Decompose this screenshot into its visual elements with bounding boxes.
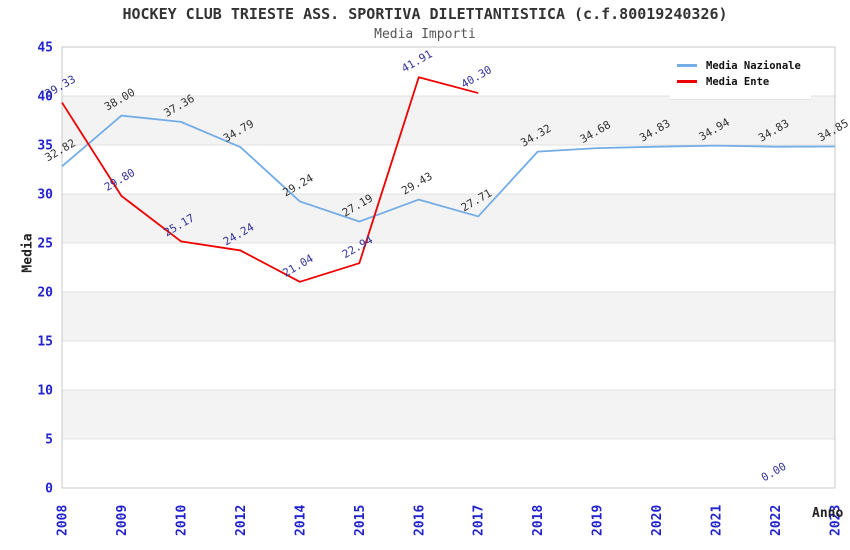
chart-title: HOCKEY CLUB TRIESTE ASS. SPORTIVA DILETT… [122, 5, 728, 23]
x-tick-label: 2014 [293, 505, 308, 536]
legend-label-nazionale: Media Nazionale [706, 59, 801, 72]
data-point-label: 40.30 [459, 63, 494, 91]
x-tick-label: 2022 [769, 505, 784, 536]
band [62, 96, 835, 145]
legend: Media Nazionale Media Ente [670, 48, 811, 99]
x-tick-label: 2019 [591, 505, 606, 536]
band [62, 390, 835, 439]
chart-subtitle: Media Importi [374, 27, 476, 42]
data-point-label: 41.91 [399, 47, 434, 75]
y-tick-label: 10 [37, 384, 53, 399]
x-tick-label: 2012 [234, 505, 249, 536]
data-point-label: 29.43 [399, 170, 434, 198]
legend-item-media-ente: Media Ente [670, 76, 811, 88]
line-sample-ente-icon [677, 80, 697, 83]
band [62, 194, 835, 243]
y-tick-label: 40 [37, 90, 53, 105]
x-tick-label: 2021 [710, 505, 725, 536]
band [62, 292, 835, 341]
x-tick-label: 2009 [115, 505, 130, 536]
y-axis-title: Media [20, 233, 36, 273]
x-axis-title: Anno [812, 506, 844, 521]
x-tick-label: 2023 [829, 505, 844, 536]
legend-item-media-nazionale: Media Nazionale [670, 60, 811, 72]
x-tick-label: 2010 [174, 505, 189, 536]
y-tick-label: 45 [37, 41, 53, 56]
series-line [61, 114, 836, 223]
y-tick-label: 35 [37, 139, 53, 154]
x-tick-label: 2020 [650, 505, 665, 536]
x-tick-label: 2017 [472, 505, 487, 536]
y-tick-label: 30 [37, 188, 53, 203]
x-tick-label: 2008 [56, 505, 71, 536]
data-point-label: 29.80 [102, 166, 137, 194]
x-tick-label: 2015 [353, 505, 368, 536]
x-tick-label: 2018 [531, 505, 546, 536]
y-tick-label: 20 [37, 286, 53, 301]
y-tick-label: 15 [37, 335, 53, 350]
y-tick-label: 5 [45, 433, 53, 448]
line-sample-nazionale-icon [677, 64, 697, 67]
y-tick-label: 0 [45, 482, 53, 497]
plot-border [61, 46, 836, 489]
x-tick-label: 2016 [412, 505, 427, 536]
data-point-label: 0.00 [759, 460, 788, 485]
series-line [61, 76, 479, 283]
y-tick-label: 25 [37, 237, 53, 252]
data-point-label: 21.04 [281, 252, 317, 280]
legend-label-ente: Media Ente [706, 75, 770, 88]
